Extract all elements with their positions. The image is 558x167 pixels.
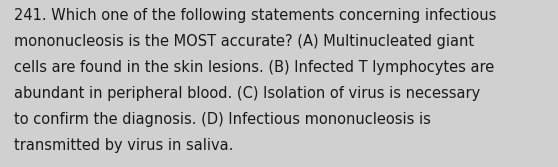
Text: 241. Which one of the following statements concerning infectious: 241. Which one of the following statemen… xyxy=(14,8,496,23)
Text: to confirm the diagnosis. (D) Infectious mononucleosis is: to confirm the diagnosis. (D) Infectious… xyxy=(14,112,431,127)
Text: cells are found in the skin lesions. (B) Infected T lymphocytes are: cells are found in the skin lesions. (B)… xyxy=(14,60,494,75)
Text: mononucleosis is the MOST accurate? (A) Multinucleated giant: mononucleosis is the MOST accurate? (A) … xyxy=(14,34,474,49)
Text: transmitted by virus in saliva.: transmitted by virus in saliva. xyxy=(14,138,233,153)
Text: abundant in peripheral blood. (C) Isolation of virus is necessary: abundant in peripheral blood. (C) Isolat… xyxy=(14,86,480,101)
